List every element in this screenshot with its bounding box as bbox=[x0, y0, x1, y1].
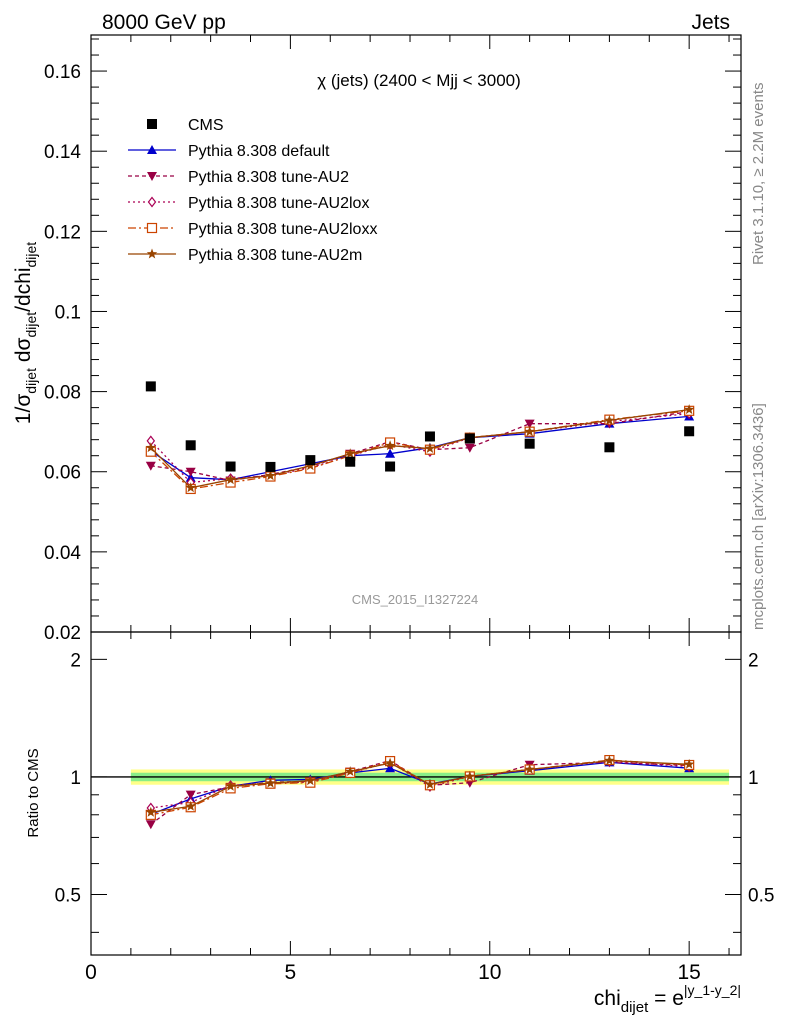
ratio-point-au2m bbox=[265, 777, 276, 788]
point-au2m bbox=[225, 474, 236, 485]
ratio-point-au2m bbox=[384, 757, 396, 768]
ratio-line-au2 bbox=[150, 759, 690, 825]
point-cms bbox=[424, 431, 435, 442]
ratio-ticks: 0 5 10 15 0.5 0.5 1 1 2 2 bbox=[55, 632, 774, 984]
ratio-y-tick-label: 1 bbox=[70, 768, 81, 789]
ratio-point-au2m bbox=[683, 758, 695, 769]
point-default bbox=[385, 448, 396, 458]
ratio-y-tick-label-right: 0.5 bbox=[748, 886, 774, 907]
point-au2m bbox=[384, 440, 396, 451]
y-tick-label: 0.06 bbox=[44, 463, 81, 484]
ratio-y-tick-label-right: 2 bbox=[748, 650, 759, 671]
y-tick-label: 0.02 bbox=[44, 623, 81, 644]
legend-marker-au2lox bbox=[147, 196, 157, 208]
point-au2m bbox=[344, 448, 356, 459]
point-au2 bbox=[524, 419, 535, 429]
point-cms bbox=[225, 461, 236, 472]
point-au2 bbox=[464, 443, 475, 453]
x-tick-label: 10 bbox=[478, 961, 501, 984]
point-au2 bbox=[145, 461, 156, 471]
legend-marker-au2loxx bbox=[146, 222, 158, 234]
x-tick-label: 0 bbox=[85, 961, 97, 984]
point-au2m bbox=[185, 482, 196, 493]
point-au2m bbox=[145, 442, 157, 453]
ratio-point-au2m bbox=[225, 780, 236, 791]
ratio-point-au2m bbox=[604, 755, 615, 765]
y-tick-label: 0.12 bbox=[44, 222, 81, 243]
point-cms bbox=[684, 426, 695, 437]
y-tick-label: 0.04 bbox=[44, 543, 81, 564]
series-line-au2 bbox=[150, 410, 690, 482]
legend-label-au2loxx: Pythia 8.308 tune-AU2loxx bbox=[188, 221, 377, 238]
ratio-point-au2m bbox=[305, 775, 316, 786]
y-tick-label: 0.14 bbox=[44, 142, 81, 163]
legend-label-au2m: Pythia 8.308 tune-AU2m bbox=[188, 247, 362, 264]
ratio-line-au2m bbox=[150, 759, 690, 813]
legend-marker-cms bbox=[147, 119, 157, 129]
x-axis-label: chidijet = e|y_1-y_2| bbox=[594, 982, 741, 1016]
point-cms bbox=[345, 456, 356, 467]
point-au2m bbox=[683, 404, 695, 415]
point-cms bbox=[185, 440, 196, 451]
legend: CMS Pythia 8.308 default Pythia 8.308 tune… bbox=[128, 117, 377, 264]
ratio-point-au2 bbox=[145, 820, 156, 830]
header-left-label: 8000 GeV pp bbox=[102, 11, 226, 34]
legend-label-cms: CMS bbox=[188, 117, 224, 134]
y-tick-label: 0.08 bbox=[44, 383, 81, 404]
main-series bbox=[145, 381, 695, 495]
point-au2m bbox=[604, 414, 615, 425]
ratio-point-au2m bbox=[145, 806, 157, 817]
point-au2m bbox=[424, 442, 436, 453]
ratio-y-tick-label: 2 bbox=[70, 650, 81, 671]
legend-label-au2lox: Pythia 8.308 tune-AU2lox bbox=[188, 195, 369, 212]
point-cms bbox=[604, 442, 615, 453]
plot-title: χ (jets) (2400 < Mjj < 3000) bbox=[317, 71, 521, 90]
point-au2 bbox=[185, 467, 196, 477]
ratio-y-tick-label-right: 1 bbox=[748, 768, 759, 789]
point-cms bbox=[305, 455, 316, 466]
ratio-point-au2m bbox=[424, 778, 436, 789]
rivet-label: Rivet 3.1.10, ≥ 2.2M events bbox=[750, 83, 767, 266]
analysis-watermark: CMS_2015_I1327224 bbox=[352, 592, 479, 607]
legend-marker-au2 bbox=[147, 172, 157, 181]
x-tick-label: 5 bbox=[285, 961, 297, 984]
legend-label-au2: Pythia 8.308 tune-AU2 bbox=[188, 169, 349, 186]
point-au2m bbox=[265, 470, 276, 481]
point-cms bbox=[464, 433, 475, 444]
ratio-y-axis-label: Ratio to CMS bbox=[25, 748, 42, 837]
x-tick-label: 15 bbox=[677, 961, 700, 984]
ratio-y-tick-label: 0.5 bbox=[55, 886, 81, 907]
y-tick-label: 0.16 bbox=[44, 62, 81, 83]
ratio-point-au2m bbox=[344, 766, 356, 777]
ratio-panel-frame bbox=[90, 631, 742, 956]
header-right-label: Jets bbox=[691, 11, 730, 34]
point-cms bbox=[385, 461, 396, 472]
point-cms bbox=[524, 438, 535, 449]
ratio-point-au2m bbox=[524, 764, 535, 774]
main-ticks: 0.02 0.04 0.06 0.08 0.1 0.12 0.14 0.16 bbox=[44, 35, 741, 644]
ratio-series bbox=[145, 754, 695, 830]
series-line-au2m bbox=[150, 408, 690, 489]
mcplots-label: mcplots.cern.ch [arXiv:1306.3436] bbox=[750, 403, 767, 630]
svg-text:1/σdijet dσdijet/dchidijet: 1/σdijet dσdijet/dchidijet bbox=[12, 242, 39, 424]
point-cms bbox=[265, 461, 276, 472]
legend-marker-default bbox=[147, 145, 157, 154]
legend-marker-au2m bbox=[146, 248, 158, 259]
point-au2m bbox=[305, 460, 316, 471]
point-cms bbox=[145, 381, 156, 392]
y-axis-label: 1/σdijet dσdijet/dchidijet bbox=[12, 242, 39, 424]
y-tick-label: 0.1 bbox=[55, 302, 81, 323]
ratio-point-au2m bbox=[185, 800, 196, 811]
legend-label-default: Pythia 8.308 default bbox=[188, 143, 330, 160]
point-au2m bbox=[524, 426, 535, 437]
ratio-point-au2 bbox=[185, 790, 196, 800]
ratio-point-au2m bbox=[464, 770, 476, 781]
